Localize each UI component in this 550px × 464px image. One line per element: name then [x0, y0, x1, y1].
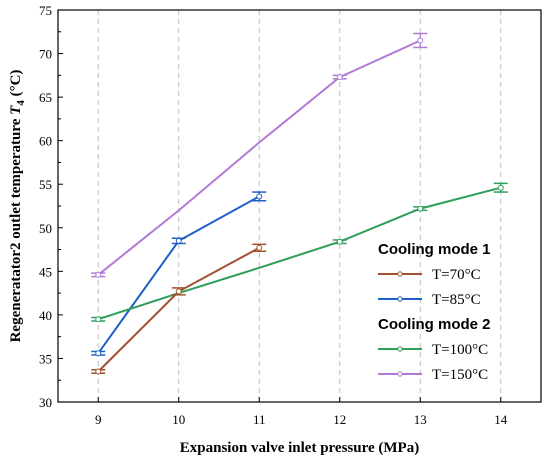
y-axis-label-symbol: T — [8, 105, 24, 115]
y-tick-label-60: 60 — [39, 134, 52, 149]
y-tick-label-40: 40 — [39, 308, 52, 323]
y-tick-label-75: 75 — [39, 3, 52, 18]
data-point-t-85-c — [175, 237, 182, 244]
x-tick-label-14: 14 — [494, 412, 508, 427]
data-point-t-100-c — [336, 238, 343, 245]
data-point-t-150-c — [95, 271, 102, 278]
y-tick-label-65: 65 — [39, 90, 52, 105]
x-tick-label-11: 11 — [253, 412, 266, 427]
y-axis-label-subscript: 4 — [15, 100, 27, 106]
series-line-t-100-c — [97, 186, 502, 321]
y-tick-label-70: 70 — [39, 47, 52, 62]
y-axis-label: Regeneratator2 outlet temperature T4 (°C… — [8, 70, 27, 343]
legend-label-t-85-c: T=85°C — [432, 292, 481, 308]
y-tick-label-35: 35 — [39, 351, 52, 366]
legend-label-t-70-c: T=70°C — [432, 267, 481, 283]
data-point-t-150-c — [336, 74, 343, 81]
y-axis-label-text: Regeneratator2 outlet temperature — [8, 115, 24, 343]
data-point-t-70-c — [256, 244, 263, 251]
data-point-t-85-c — [95, 350, 102, 357]
y-tick-label-55: 55 — [39, 177, 52, 192]
data-point-t-85-c — [256, 193, 263, 200]
y-tick-label-30: 30 — [39, 395, 52, 410]
legend: Cooling mode 1 T=70°C T=85°C Cooling mode 2… — [378, 241, 491, 383]
legend-marker-t-85-c — [397, 296, 403, 302]
x-axis-label: Expansion valve inlet pressure (MPa) — [180, 440, 419, 456]
legend-label-t-100-c: T=100°C — [432, 342, 488, 358]
axis-ticks: 9 10 11 12 13 14 30 35 40 45 50 55 60 65 70 75 — [39, 3, 508, 427]
data-point-t-100-c — [95, 316, 102, 323]
data-point-t-70-c — [175, 288, 182, 295]
legend-group-title-2: Cooling mode 2 — [378, 316, 491, 333]
legend-group-title-1: Cooling mode 1 — [378, 241, 491, 258]
data-point-t-70-c — [95, 368, 102, 375]
legend-marker-t-100-c — [397, 346, 403, 352]
series-line-t-150-c — [97, 39, 421, 276]
data-point-t-100-c — [497, 184, 504, 191]
legend-label-t-150-c: T=150°C — [432, 367, 488, 383]
x-tick-label-13: 13 — [414, 412, 427, 427]
data-point-t-100-c — [417, 205, 424, 212]
legend-marker-t-70-c — [397, 271, 403, 277]
y-tick-label-50: 50 — [39, 221, 52, 236]
data-point-t-150-c — [417, 37, 424, 44]
y-tick-label-45: 45 — [39, 264, 52, 279]
x-tick-label-10: 10 — [172, 412, 185, 427]
x-tick-label-12: 12 — [333, 412, 346, 427]
x-tick-label-9: 9 — [95, 412, 102, 427]
data-points — [95, 37, 504, 375]
legend-marker-t-150-c — [397, 371, 403, 377]
y-axis-label-unit: (°C) — [8, 70, 24, 101]
